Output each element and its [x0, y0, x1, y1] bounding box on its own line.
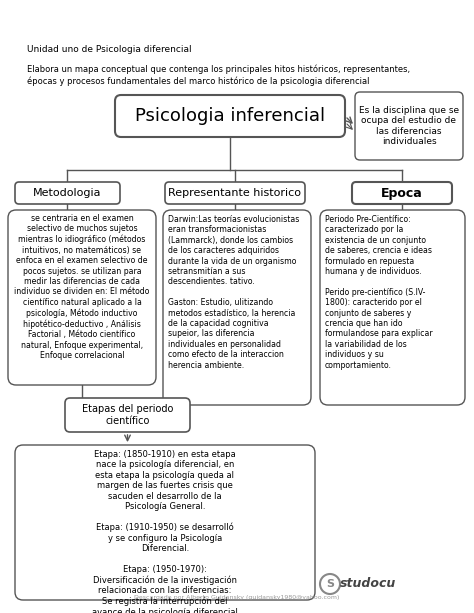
FancyBboxPatch shape [355, 92, 463, 160]
Text: Etapa: (1850-1910) en esta etapa
nace la psicología diferencial, en
esta etapa l: Etapa: (1850-1910) en esta etapa nace la… [92, 450, 238, 613]
Text: S: S [326, 579, 334, 589]
Text: Darwin:Las teorías evolucionistas
eran transformacionistas
(Lammarck), donde los: Darwin:Las teorías evolucionistas eran t… [168, 215, 300, 370]
Text: Unidad uno de Psicologia diferencial: Unidad uno de Psicologia diferencial [27, 45, 191, 54]
Text: Metodologia: Metodologia [33, 188, 102, 198]
FancyBboxPatch shape [8, 210, 156, 385]
Text: Periodo Pre-Científico:
caracterizado por la
existencia de un conjunto
de sabere: Periodo Pre-Científico: caracterizado po… [325, 215, 433, 370]
FancyBboxPatch shape [115, 95, 345, 137]
Text: Elabora un mapa conceptual que contenga los principales hitos históricos, repres: Elabora un mapa conceptual que contenga … [27, 65, 410, 85]
FancyBboxPatch shape [352, 182, 452, 204]
Text: Psicologia inferencial: Psicologia inferencial [135, 107, 325, 125]
FancyBboxPatch shape [65, 398, 190, 432]
Text: se centraria en el examen
selectivo de muchos sujetos
mientras lo idiográfico (m: se centraria en el examen selectivo de m… [14, 214, 150, 360]
FancyBboxPatch shape [15, 182, 120, 204]
Text: studocu: studocu [340, 577, 396, 590]
FancyBboxPatch shape [165, 182, 305, 204]
Text: Descargado por Alberto Guidansky (guidansky1980@yahoo.com): Descargado por Alberto Guidansky (guidan… [134, 595, 340, 600]
FancyBboxPatch shape [163, 210, 311, 405]
FancyBboxPatch shape [15, 445, 315, 600]
Text: Representante historico: Representante historico [168, 188, 301, 198]
FancyBboxPatch shape [320, 210, 465, 405]
Text: Epoca: Epoca [381, 186, 423, 199]
Text: Es la disciplina que se
ocupa del estudio de
las diferencias
individuales: Es la disciplina que se ocupa del estudi… [359, 106, 459, 146]
Text: Etapas del periodo
científico: Etapas del periodo científico [82, 404, 173, 426]
